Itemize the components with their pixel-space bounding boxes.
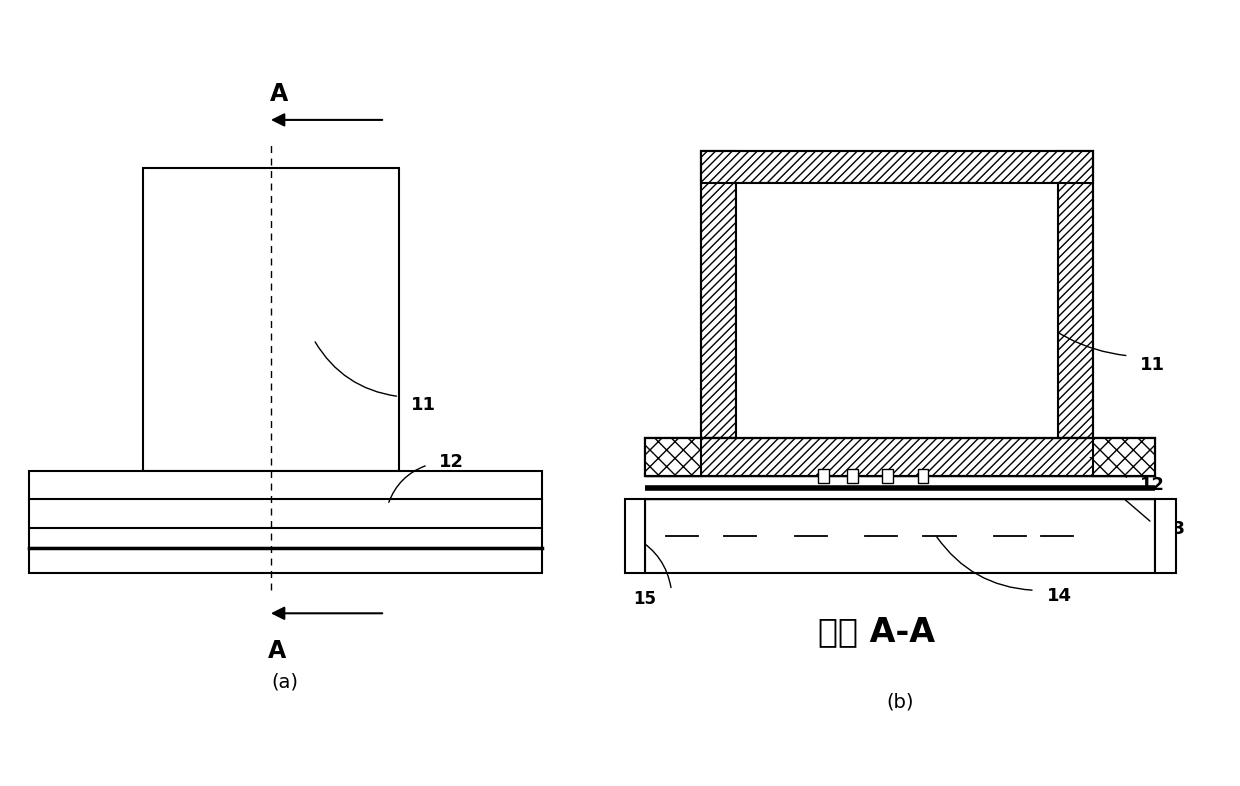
Text: 12: 12	[1141, 476, 1166, 494]
Text: 12: 12	[439, 454, 464, 471]
Bar	[143, 168, 399, 471]
Text: A: A	[270, 82, 289, 105]
Bar	[645, 438, 701, 476]
Bar	[701, 151, 1094, 183]
Text: 14: 14	[1047, 587, 1071, 605]
Bar	[735, 183, 1058, 438]
Text: (a): (a)	[272, 672, 299, 691]
Bar	[1154, 499, 1176, 573]
Text: 剑面 A-A: 剑面 A-A	[818, 615, 935, 648]
Bar	[1058, 151, 1094, 438]
Bar	[918, 469, 929, 483]
Text: (b): (b)	[887, 692, 914, 711]
Text: 15: 15	[634, 590, 656, 608]
Bar	[645, 438, 1154, 476]
Bar	[847, 469, 858, 483]
Bar	[818, 469, 828, 483]
Bar	[29, 471, 542, 573]
Bar	[625, 499, 645, 573]
Bar	[645, 438, 1154, 476]
Bar	[645, 499, 1154, 573]
Text: A: A	[268, 639, 285, 663]
Text: 13: 13	[1161, 520, 1185, 538]
Bar	[1094, 438, 1154, 476]
Bar	[701, 151, 1094, 438]
Text: 11: 11	[410, 396, 435, 414]
Bar	[883, 469, 893, 483]
Text: 11: 11	[1141, 355, 1166, 373]
Bar	[701, 151, 735, 438]
